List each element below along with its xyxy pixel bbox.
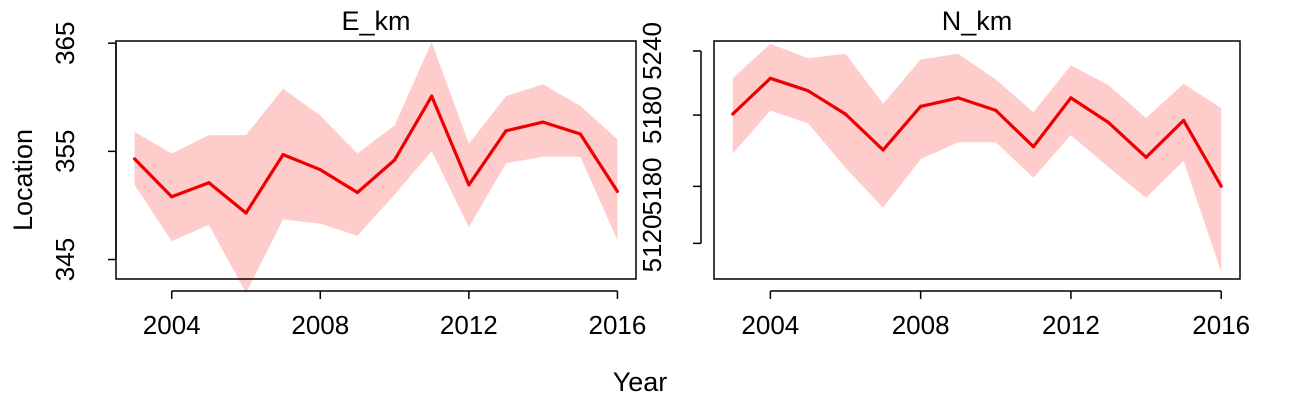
data-point	[467, 183, 471, 187]
y-tick-label: 355	[50, 130, 80, 173]
x-tick-label: 2016	[1192, 310, 1250, 340]
data-point	[1106, 120, 1111, 125]
y-tick-label: 5180	[637, 86, 667, 144]
plot-frame	[713, 40, 1241, 280]
confidence-band	[732, 43, 1222, 272]
data-point	[281, 153, 285, 157]
y-tick-label: 345	[50, 238, 80, 281]
panel-e-km: E_km 2004 2008 2012 2016 345 355 365	[50, 6, 646, 340]
y-tick-label: 5120	[637, 214, 667, 272]
data-point	[1069, 96, 1073, 100]
y-axis-label: Location	[8, 129, 38, 231]
data-point	[244, 211, 248, 215]
y-tick-label: 5240	[637, 22, 667, 80]
data-point	[133, 157, 137, 161]
data-point	[207, 181, 211, 185]
confidence-band	[134, 42, 618, 294]
data-point	[578, 132, 582, 136]
data-point	[504, 129, 508, 133]
data-point	[355, 190, 359, 195]
data-point	[919, 104, 923, 108]
data-point	[541, 120, 545, 124]
data-point	[881, 148, 885, 152]
x-tick-label: 2008	[291, 310, 349, 340]
data-point	[994, 108, 998, 112]
x-axis-label: Year	[613, 367, 668, 397]
data-point	[393, 158, 397, 162]
data-point	[170, 195, 174, 199]
y-tick-label: 5180	[637, 157, 667, 215]
data-point	[731, 112, 735, 116]
data-point	[1031, 145, 1035, 149]
panel-title: N_km	[942, 6, 1013, 36]
data-point	[956, 96, 960, 100]
data-point	[768, 76, 773, 80]
x-tick-label: 2004	[741, 310, 799, 340]
series-line	[133, 94, 619, 215]
data-point	[318, 168, 322, 172]
data-point	[1144, 155, 1148, 159]
x-tick-label: 2008	[892, 310, 950, 340]
x-tick-label: 2004	[143, 310, 201, 340]
data-point	[806, 89, 810, 93]
data-point	[843, 112, 848, 116]
y-tick-label: 365	[50, 22, 80, 65]
x-tick-label: 2012	[440, 310, 498, 340]
panel-title: E_km	[341, 6, 410, 36]
data-point	[1182, 118, 1186, 122]
data-point	[615, 189, 620, 193]
data-point	[430, 94, 434, 98]
x-tick-label: 2012	[1042, 310, 1100, 340]
x-tick-label: 2016	[589, 310, 647, 340]
series-line	[731, 76, 1223, 187]
data-point	[1219, 184, 1223, 188]
